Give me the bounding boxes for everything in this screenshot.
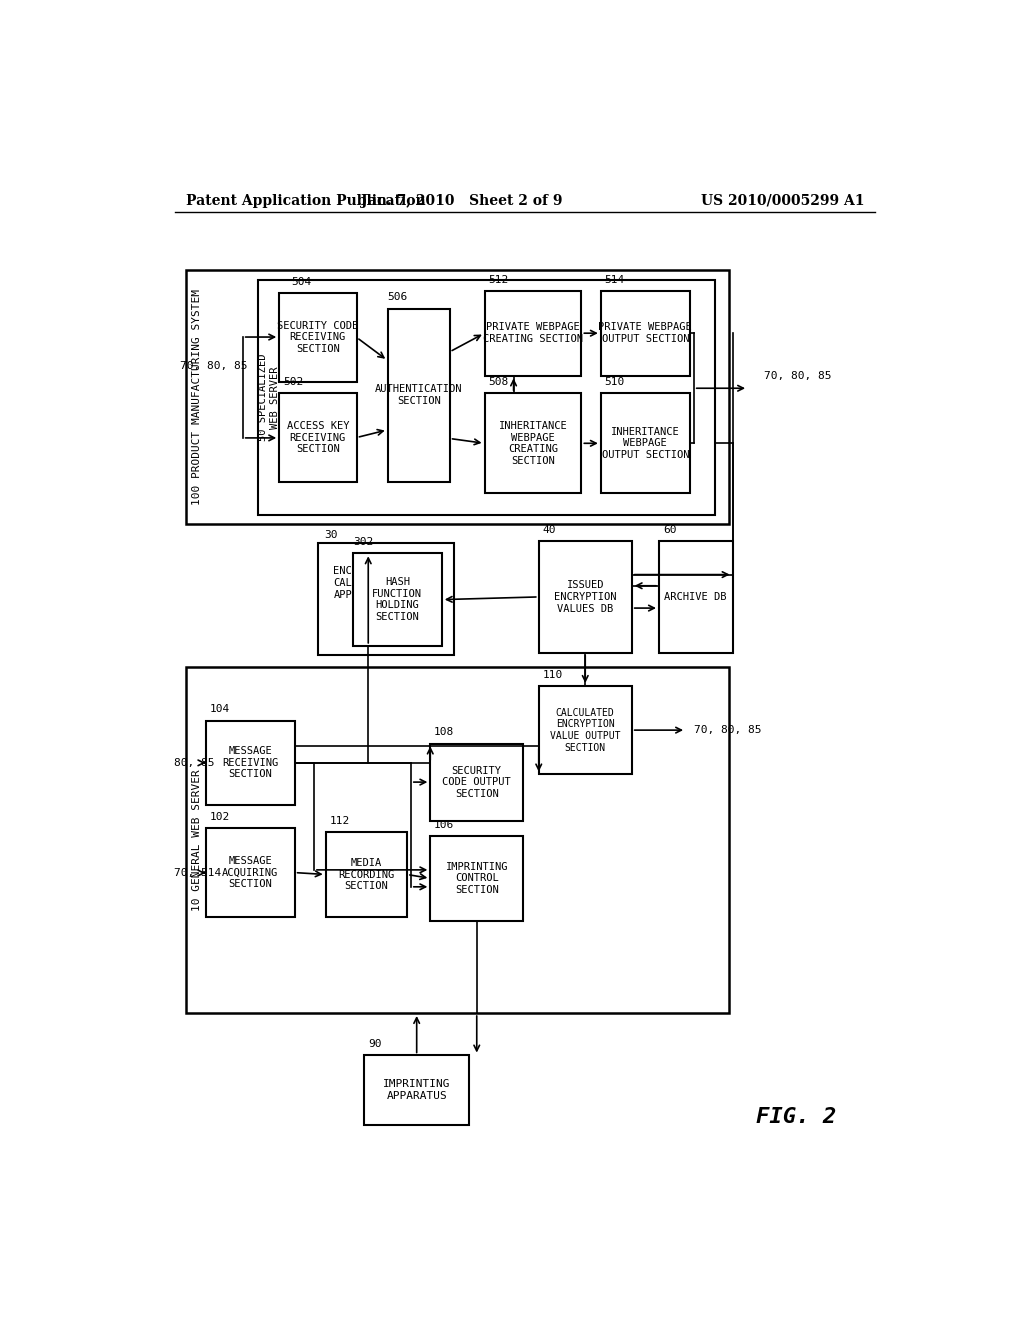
Text: 512: 512 [488,275,509,285]
Text: ACCESS KEY
RECEIVING
SECTION: ACCESS KEY RECEIVING SECTION [287,421,349,454]
Bar [539,541,632,653]
Text: 100 PRODUCT MANUFACTURING SYSTEM: 100 PRODUCT MANUFACTURING SYSTEM [191,289,202,506]
Bar [186,667,729,1014]
Text: 302: 302 [352,537,373,548]
Text: 110: 110 [543,669,563,680]
Bar [658,541,732,653]
Text: 502: 502 [283,378,303,387]
Text: 104: 104 [209,705,229,714]
Text: 10 GENERAL WEB SERVER: 10 GENERAL WEB SERVER [191,770,202,911]
Text: 70, 514: 70, 514 [174,869,222,878]
Text: 504: 504 [291,277,311,286]
Text: 70, 80, 85: 70, 80, 85 [179,362,247,371]
Text: ARCHIVE DB: ARCHIVE DB [665,591,727,602]
Text: INHERITANCE
WEBPAGE
CREATING
SECTION: INHERITANCE WEBPAGE CREATING SECTION [499,421,567,466]
Text: Patent Application Publication: Patent Application Publication [186,194,426,207]
Bar [601,290,690,376]
Bar [430,836,523,921]
Text: PRIVATE WEBPAGE
OUTPUT SECTION: PRIVATE WEBPAGE OUTPUT SECTION [598,322,692,345]
Text: HASH
FUNCTION
HOLDING
SECTION: HASH FUNCTION HOLDING SECTION [373,577,422,622]
Text: MESSAGE
ACQUIRING
SECTION: MESSAGE ACQUIRING SECTION [222,855,279,890]
Text: PRIVATE WEBPAGE
CREATING SECTION: PRIVATE WEBPAGE CREATING SECTION [483,322,583,345]
Text: 514: 514 [604,275,625,285]
Text: SECURITY CODE
RECEIVING
SECTION: SECURITY CODE RECEIVING SECTION [278,321,358,354]
Text: 506: 506 [388,293,408,302]
Bar [601,393,690,494]
Text: 40: 40 [543,525,556,535]
Bar [484,290,582,376]
Text: 508: 508 [488,378,509,387]
Text: 70, 80, 85: 70, 80, 85 [764,371,831,380]
Text: 102: 102 [209,812,229,822]
Text: 106: 106 [434,820,455,830]
Text: ENCRYPTION
CALCULATING
APPARATUS: ENCRYPTION CALCULATING APPARATUS [334,566,402,599]
Bar [258,280,716,515]
Bar [352,553,442,645]
Bar [206,829,295,917]
Text: MESSAGE
RECEIVING
SECTION: MESSAGE RECEIVING SECTION [222,746,279,779]
Text: 112: 112 [330,816,350,826]
Text: US 2010/0005299 A1: US 2010/0005299 A1 [700,194,864,207]
Bar [186,271,729,524]
Text: 50 SPECIALIZED
WEB SERVER: 50 SPECIALIZED WEB SERVER [258,354,280,441]
Text: 108: 108 [434,727,455,738]
Bar [280,393,356,482]
Text: 60: 60 [663,525,676,535]
Text: INHERITANCE
WEBPAGE
OUTPUT SECTION: INHERITANCE WEBPAGE OUTPUT SECTION [601,426,689,459]
Text: 510: 510 [604,378,625,387]
Bar [388,309,450,482]
Text: Jan. 7, 2010   Sheet 2 of 9: Jan. 7, 2010 Sheet 2 of 9 [360,194,562,207]
Bar [484,393,582,494]
Text: 80, 85: 80, 85 [174,758,215,768]
Bar [317,544,454,655]
Text: ISSUED
ENCRYPTION
VALUES DB: ISSUED ENCRYPTION VALUES DB [554,581,616,614]
Text: IMPRINTING
CONTROL
SECTION: IMPRINTING CONTROL SECTION [445,862,508,895]
Bar [326,832,407,917]
Text: IMPRINTING
APPARATUS: IMPRINTING APPARATUS [383,1080,451,1101]
Bar [430,743,523,821]
Bar [539,686,632,775]
Bar [365,1056,469,1125]
Text: 70, 80, 85: 70, 80, 85 [693,725,761,735]
Bar [206,721,295,805]
Text: 30: 30 [324,529,338,540]
Text: FIG. 2: FIG. 2 [756,1107,836,1127]
Text: 90: 90 [369,1039,382,1049]
Bar [280,293,356,381]
Text: MEDIA
RECORDING
SECTION: MEDIA RECORDING SECTION [338,858,394,891]
Text: SECURITY
CODE OUTPUT
SECTION: SECURITY CODE OUTPUT SECTION [442,766,511,799]
Text: AUTHENTICATION
SECTION: AUTHENTICATION SECTION [375,384,463,407]
Text: CALCULATED
ENCRYPTION
VALUE OUTPUT
SECTION: CALCULATED ENCRYPTION VALUE OUTPUT SECTI… [550,708,621,752]
